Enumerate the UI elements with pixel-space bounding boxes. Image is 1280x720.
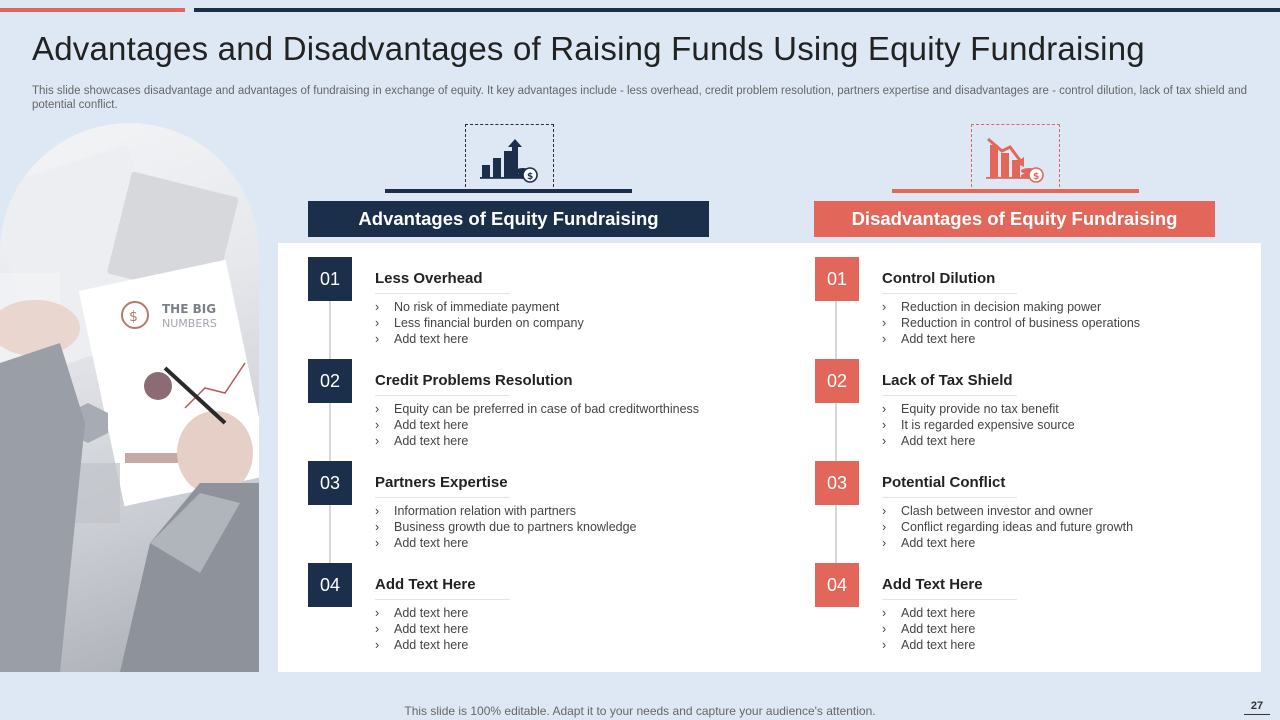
item-number-badge: 01: [308, 257, 352, 301]
item-title: Lack of Tax Shield: [882, 372, 1013, 389]
bullet-item: Add text here: [882, 535, 1133, 551]
item-bullets: Information relation with partners Busin…: [375, 503, 637, 551]
bullet-item: Clash between investor and owner: [882, 503, 1133, 519]
top-accent-bar-navy: [194, 8, 1280, 12]
item-number-badge: 04: [815, 563, 859, 607]
slide-subtitle: This slide showcases disadvantage and ad…: [32, 85, 1248, 111]
bullet-item: Add text here: [375, 417, 699, 433]
top-accent-bar-red: [0, 8, 185, 12]
disadvantages-icon-frame: $: [971, 124, 1060, 192]
bullet-item: Add text here: [882, 621, 975, 637]
advantages-timeline-line: [329, 278, 331, 588]
bullet-item: Add text here: [882, 605, 975, 621]
item-bullets: No risk of immediate payment Less financ…: [375, 299, 584, 347]
bullet-item: Information relation with partners: [375, 503, 637, 519]
item-bullets: Equity provide no tax benefit It is rega…: [882, 401, 1075, 449]
svg-text:$: $: [527, 172, 533, 182]
item-bullets: Equity can be preferred in case of bad c…: [375, 401, 699, 449]
bullet-item: It is regarded expensive source: [882, 417, 1075, 433]
item-title-rule: [375, 599, 510, 600]
bullet-item: Add text here: [375, 621, 468, 637]
item-title-rule: [375, 395, 510, 396]
item-bullets: Reduction in decision making power Reduc…: [882, 299, 1140, 347]
item-title: Potential Conflict: [882, 474, 1006, 491]
item-number-badge: 03: [815, 461, 859, 505]
item-number-badge: 03: [308, 461, 352, 505]
item-title: Credit Problems Resolution: [375, 372, 573, 389]
item-title: Partners Expertise: [375, 474, 508, 491]
page-number: 27: [1244, 700, 1270, 715]
advantages-header: Advantages of Equity Fundraising: [308, 201, 709, 237]
item-number-badge: 02: [815, 359, 859, 403]
item-bullets: Add text here Add text here Add text her…: [375, 605, 468, 653]
photo-illustration: $ THE BIG NUMBERS: [0, 144, 259, 672]
bullet-item: Conflict regarding ideas and future grow…: [882, 519, 1133, 535]
bullet-item: Reduction in decision making power: [882, 299, 1140, 315]
bullet-item: Equity can be preferred in case of bad c…: [375, 401, 699, 417]
item-bullets: Clash between investor and owner Conflic…: [882, 503, 1133, 551]
photo-text-big: THE BIG: [162, 302, 216, 316]
item-title-rule: [375, 497, 510, 498]
svg-text:$: $: [129, 309, 138, 325]
disadvantages-header: Disadvantages of Equity Fundraising: [814, 201, 1215, 237]
bullet-item: Equity provide no tax benefit: [882, 401, 1075, 417]
advantages-icon-frame: $: [465, 124, 554, 192]
item-bullets: Add text here Add text here Add text her…: [882, 605, 975, 653]
bullet-item: Add text here: [882, 433, 1075, 449]
growth-chart-icon: $: [480, 139, 538, 183]
item-title: Control Dilution: [882, 270, 996, 287]
slide-footer-note: This slide is 100% editable. Adapt it to…: [404, 704, 876, 718]
item-number-badge: 04: [308, 563, 352, 607]
bullet-item: Add text here: [882, 637, 975, 653]
bullet-item: Add text here: [375, 535, 637, 551]
item-title-rule: [882, 497, 1017, 498]
item-title-rule: [375, 293, 510, 294]
bullet-item: Add text here: [375, 433, 699, 449]
bullet-item: Reduction in control of business operati…: [882, 315, 1140, 331]
item-title: Less Overhead: [375, 270, 483, 287]
bullet-item: Less financial burden on company: [375, 315, 584, 331]
bullet-item: Business growth due to partners knowledg…: [375, 519, 637, 535]
disadvantages-timeline-line: [835, 278, 837, 588]
item-title-rule: [882, 599, 1017, 600]
item-title: Add Text Here: [882, 576, 983, 593]
item-title: Add Text Here: [375, 576, 476, 593]
item-title-rule: [882, 395, 1017, 396]
slide-title: Advantages and Disadvantages of Raising …: [32, 30, 1145, 67]
bullet-item: No risk of immediate payment: [375, 299, 584, 315]
item-title-rule: [882, 293, 1017, 294]
photo-text-numbers: NUMBERS: [162, 317, 217, 330]
bullet-item: Add text here: [375, 605, 468, 621]
bullet-item: Add text here: [882, 331, 1140, 347]
declining-chart-icon: $: [986, 137, 1044, 183]
svg-text:$: $: [1033, 172, 1039, 182]
bullet-item: Add text here: [375, 637, 468, 653]
item-number-badge: 01: [815, 257, 859, 301]
business-documents-photo: $ THE BIG NUMBERS: [0, 123, 259, 672]
item-number-badge: 02: [308, 359, 352, 403]
bullet-item: Add text here: [375, 331, 584, 347]
